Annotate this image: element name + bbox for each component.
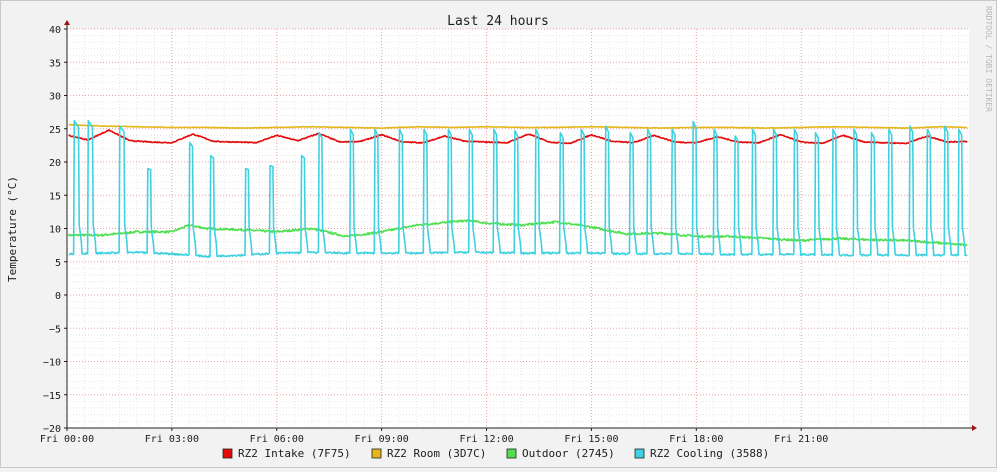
y-tick-label: 20	[49, 158, 61, 169]
y-tick-label: −20	[43, 424, 61, 435]
legend-swatch	[506, 448, 517, 459]
x-axis-arrow	[972, 425, 977, 431]
x-tick-label: Fri 15:00	[564, 434, 618, 445]
legend-label: RZ2 Intake (7F75)	[238, 447, 351, 460]
x-tick-label: Fri 12:00	[459, 434, 513, 445]
y-tick-label: 25	[49, 125, 61, 136]
x-tick-label: Fri 21:00	[774, 434, 828, 445]
y-tick-label: 35	[49, 58, 61, 69]
y-tick-label: 0	[55, 291, 61, 302]
legend-swatch	[371, 448, 382, 459]
x-tick-label: Fri 18:00	[669, 434, 723, 445]
y-tick-label: −5	[49, 324, 61, 335]
x-tick-label: Fri 00:00	[40, 434, 94, 445]
series-line	[68, 119, 968, 258]
x-tick-label: Fri 06:00	[250, 434, 304, 445]
legend: RZ2 Intake (7F75) RZ2 Room (3D7C) Outdoor …	[222, 447, 769, 460]
y-tick-label: 10	[49, 225, 61, 236]
legend-swatch	[222, 448, 233, 459]
y-tick-label: 15	[49, 191, 61, 202]
y-tick-label: 5	[55, 258, 61, 269]
y-tick-label: −15	[43, 391, 61, 402]
y-tick-labels: 40 35 30 25 20 15 10 5 0 −5 −10 −15 −20	[43, 25, 61, 435]
x-tick-label: Fri 09:00	[355, 434, 409, 445]
legend-label: RZ2 Room (3D7C)	[387, 447, 486, 460]
series-line	[68, 123, 968, 130]
y-axis-label: Temperature (°C)	[6, 176, 19, 282]
chart-title: Last 24 hours	[447, 14, 549, 29]
x-tick-label: Fri 03:00	[145, 434, 199, 445]
legend-label: Outdoor (2745)	[522, 447, 615, 460]
watermark: RRDTOOL / TOBI OETIKER	[984, 6, 993, 112]
legend-label: RZ2 Cooling (3588)	[650, 447, 769, 460]
series-layer	[67, 119, 968, 258]
y-axis-arrow	[64, 20, 70, 25]
axes	[64, 20, 977, 431]
x-tick-labels: Fri 00:00 Fri 03:00 Fri 06:00 Fri 09:00 Fri …	[40, 434, 828, 445]
y-tick-label: 30	[49, 92, 61, 103]
y-tick-label: −10	[43, 358, 61, 369]
legend-swatch	[634, 448, 645, 459]
y-tick-label: 40	[49, 25, 61, 36]
